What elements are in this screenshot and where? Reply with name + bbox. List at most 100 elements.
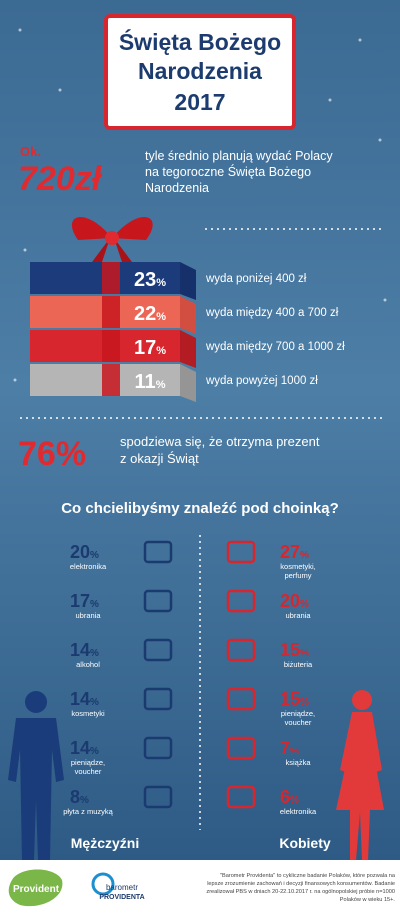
item-label: książka bbox=[285, 758, 311, 767]
percent-sign: % bbox=[90, 648, 99, 659]
woman-silhouette bbox=[336, 690, 384, 860]
percent-value: 15% bbox=[280, 689, 309, 709]
percent-value: 14% bbox=[70, 689, 99, 709]
item-icon bbox=[226, 785, 256, 809]
percent-number: 17 bbox=[134, 337, 156, 359]
provident-logo-shape bbox=[8, 869, 63, 907]
barometer-logo-shape bbox=[91, 872, 115, 896]
percent-sign: % bbox=[156, 379, 166, 391]
barometer-logo: PROVIDENTA bbox=[99, 894, 144, 901]
item-icon bbox=[226, 687, 256, 711]
percent-number: 8 bbox=[70, 787, 80, 807]
snowflake bbox=[58, 88, 62, 92]
title-line: 2017 bbox=[174, 89, 225, 115]
tier-label: wyda między 700 a 1000 zł bbox=[205, 341, 345, 353]
item-icon bbox=[143, 589, 173, 613]
item-label: elektronika bbox=[70, 562, 107, 571]
women-title: Kobiety bbox=[279, 835, 331, 851]
percent-number: 14 bbox=[70, 640, 90, 660]
percent-number: 27 bbox=[280, 542, 300, 562]
men-title: Mężczyźni bbox=[71, 835, 139, 851]
item-icon bbox=[143, 736, 173, 760]
percent-sign: % bbox=[90, 599, 99, 610]
expectation-number: 76 bbox=[18, 435, 56, 473]
percent-number: 11 bbox=[135, 371, 156, 393]
percent-sign: % bbox=[300, 697, 309, 708]
percent-number: 23 bbox=[134, 269, 156, 291]
ribbon bbox=[102, 296, 120, 328]
percent-value: 20% bbox=[70, 542, 99, 562]
women-column: 27%kosmetyki,perfumy20%ubrania15%biżuter… bbox=[226, 540, 317, 816]
men-column: 20%elektronika17%ubrania14%alkohol14%kos… bbox=[63, 540, 173, 816]
provident-logo: Provident bbox=[13, 884, 60, 895]
footer-note: Polaków w wieku 15+. bbox=[340, 897, 396, 903]
percent-value: 6% bbox=[280, 787, 299, 807]
barometer-logo: barometr bbox=[106, 883, 138, 892]
item-label: voucher bbox=[285, 718, 312, 727]
snowflake bbox=[383, 298, 387, 302]
spending-text: Narodzenia bbox=[145, 181, 209, 195]
item-label: pieniądze, bbox=[71, 758, 105, 767]
footer-note: lepsze zrozumienie zachowań i decyzji fi… bbox=[207, 881, 395, 887]
decoration bbox=[114, 238, 132, 262]
decoration bbox=[105, 231, 119, 245]
expectation-value: 76% bbox=[18, 435, 86, 473]
snowflake bbox=[358, 38, 362, 42]
percent-value: 11% bbox=[135, 371, 166, 393]
percent-value: 27% bbox=[280, 542, 309, 562]
item-icon bbox=[143, 540, 173, 564]
item-label: pieniądze, bbox=[281, 709, 315, 718]
percent-sign: % bbox=[90, 746, 99, 757]
footer-background bbox=[0, 860, 400, 917]
percent-number: 15 bbox=[280, 640, 300, 660]
percent-sign: % bbox=[300, 648, 309, 659]
percent-number: 15 bbox=[280, 689, 300, 709]
item-label: ubrania bbox=[75, 611, 101, 620]
percent-number: 20 bbox=[70, 542, 90, 562]
percent-sign: % bbox=[290, 746, 299, 757]
percent-sign: % bbox=[156, 345, 166, 357]
title-line: Święta Bożego bbox=[119, 28, 281, 55]
percent-sign: % bbox=[290, 795, 299, 806]
decoration bbox=[352, 690, 372, 710]
percent-sign: % bbox=[80, 795, 89, 806]
item-label: płyta z muzyką bbox=[63, 807, 113, 816]
snowflake bbox=[13, 378, 17, 382]
decoration bbox=[8, 718, 64, 860]
footer-note: zrealizował PBS w dniach 20-22.10.2017 r… bbox=[206, 889, 395, 895]
percent-sign: % bbox=[56, 435, 86, 473]
percent-number: 20 bbox=[280, 591, 300, 611]
decoration bbox=[25, 691, 47, 713]
percent-sign: % bbox=[156, 277, 166, 289]
ribbon bbox=[102, 330, 120, 362]
item-label: elektronika bbox=[280, 807, 317, 816]
snowflake bbox=[23, 248, 27, 252]
tier-label: wyda powyżej 1000 zł bbox=[205, 375, 318, 387]
question: Co chcielibyśmy znaleźć pod choinką? bbox=[61, 500, 339, 517]
percent-value: 17% bbox=[134, 337, 166, 359]
percent-value: 17% bbox=[70, 591, 99, 611]
percent-number: 22 bbox=[134, 303, 156, 325]
percent-number: 14 bbox=[70, 689, 90, 709]
expectation-text: z okazji Świąt bbox=[120, 451, 199, 466]
spending-prefix: Ok. bbox=[20, 144, 41, 159]
item-icon bbox=[226, 540, 256, 564]
item-icon bbox=[143, 785, 173, 809]
percent-value: 23% bbox=[134, 269, 166, 291]
item-label: perfumy bbox=[284, 571, 311, 580]
spending-text: na tegoroczne Święta Bożego bbox=[145, 164, 311, 179]
tier-label: wyda między 400 a 700 zł bbox=[205, 307, 339, 319]
tier-label: wyda poniżej 400 zł bbox=[205, 273, 307, 285]
item-label: kosmetyki, bbox=[280, 562, 315, 571]
item-label: ubrania bbox=[285, 611, 311, 620]
percent-value: 7% bbox=[280, 738, 299, 758]
snowflake bbox=[378, 138, 382, 142]
percent-number: 7 bbox=[280, 738, 290, 758]
percent-number: 6 bbox=[280, 787, 290, 807]
percent-value: 14% bbox=[70, 738, 99, 758]
snowflake bbox=[18, 28, 22, 32]
percent-sign: % bbox=[156, 311, 166, 323]
percent-sign: % bbox=[90, 697, 99, 708]
